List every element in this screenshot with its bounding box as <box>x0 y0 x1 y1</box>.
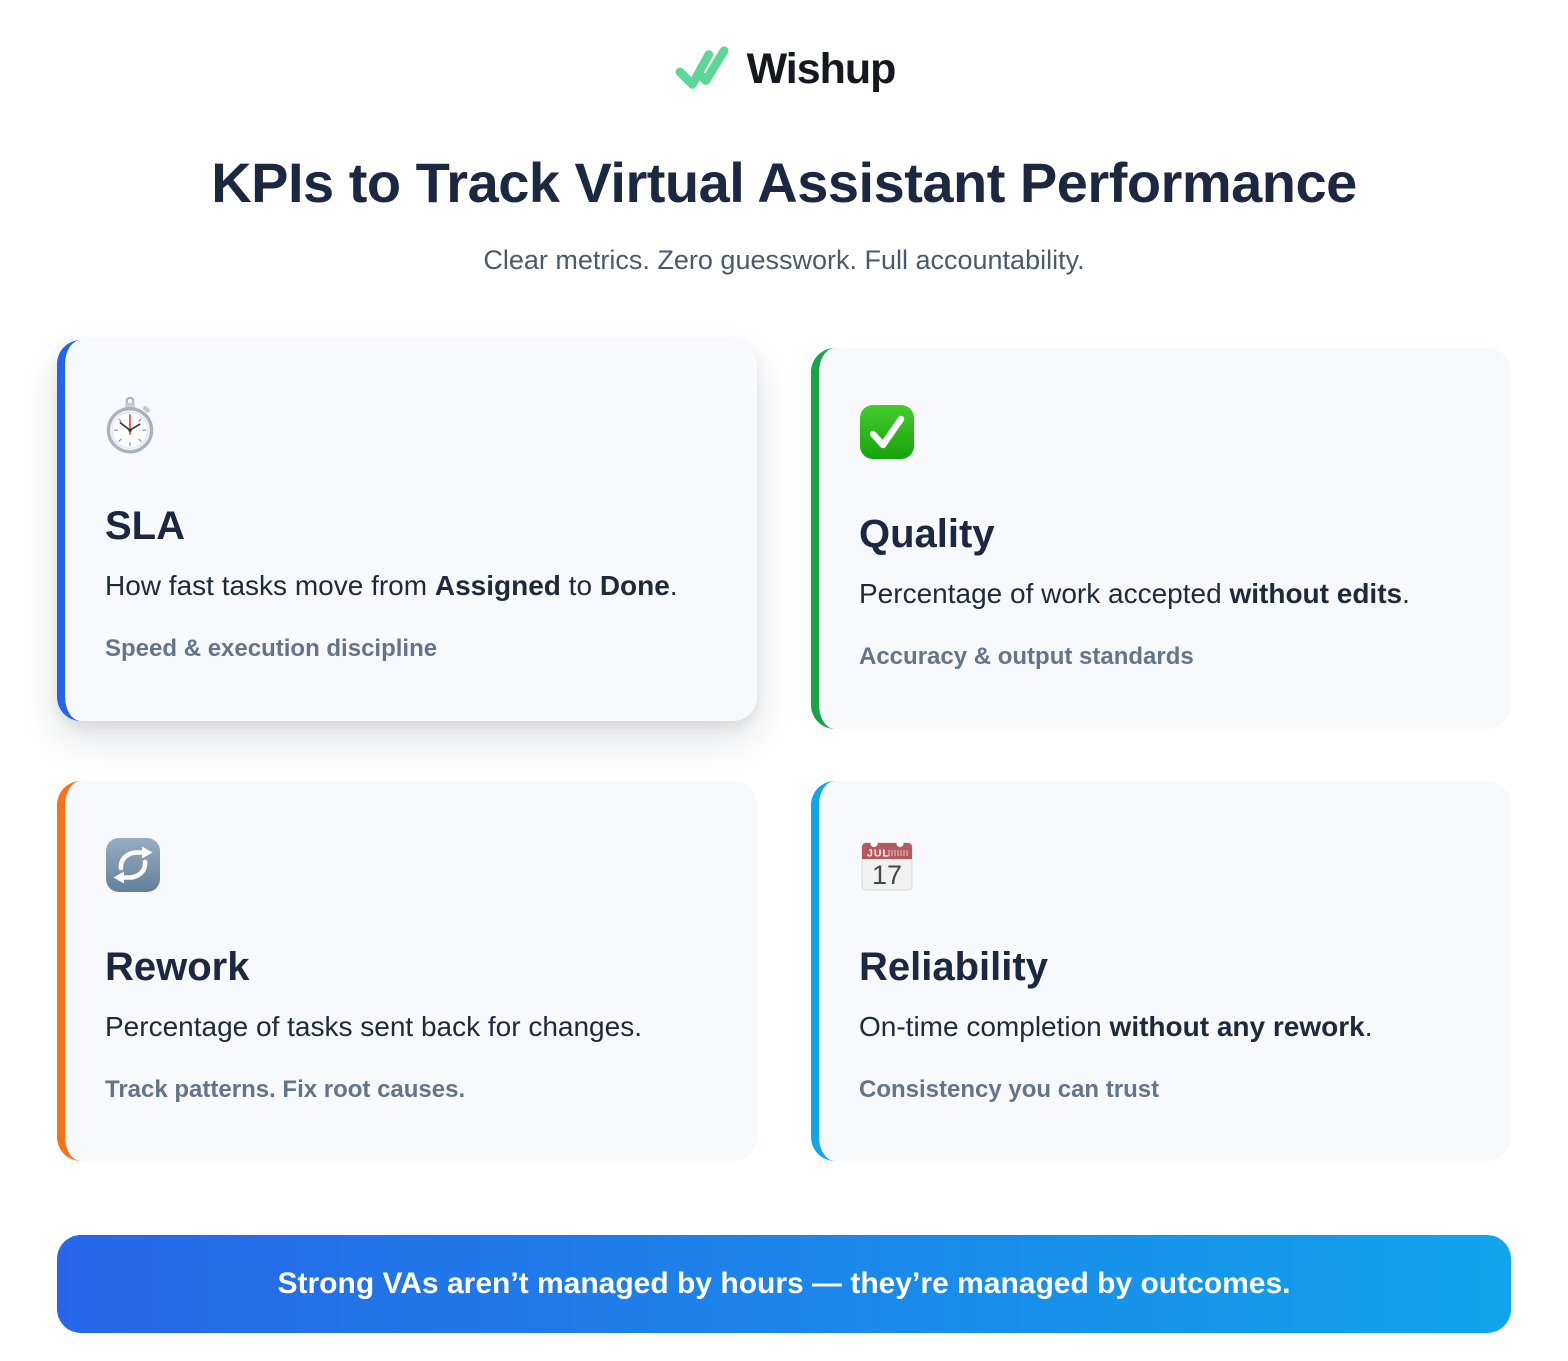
card-description: How fast tasks move from Assigned to Don… <box>105 570 678 601</box>
svg-text:17: 17 <box>872 860 902 890</box>
page-title: KPIs to Track Virtual Assistant Performa… <box>211 151 1357 214</box>
banner-text: Strong VAs aren’t managed by hours — the… <box>277 1267 1291 1301</box>
brand-logo: Wishup <box>0 40 1568 98</box>
card-title: Quality <box>859 512 995 556</box>
card-title: Rework <box>105 944 250 989</box>
kpi-card-grid: SLA How fast tasks move from Assigned to… <box>57 340 1511 1162</box>
card-description: On-time completion without any rework. <box>859 1010 1373 1042</box>
svg-text:JUL: JUL <box>867 847 890 859</box>
page-subtitle: Clear metrics. Zero guesswork. Full acco… <box>483 245 1085 275</box>
card-title: Reliability <box>859 944 1048 989</box>
card-footnote: Speed & execution discipline <box>105 635 438 663</box>
brand-name: Wishup <box>746 44 897 93</box>
check-mark-icon <box>859 404 1463 462</box>
outcomes-banner: Strong VAs aren’t managed by hours — the… <box>57 1235 1511 1334</box>
kpi-card-quality: Quality Percentage of work accepted with… <box>811 348 1511 729</box>
card-footnote: Consistency you can trust <box>859 1075 1160 1103</box>
wishup-logo-icon <box>675 46 729 89</box>
calendar-icon: JUL 17 <box>859 837 1463 895</box>
repeat-icon <box>105 837 709 895</box>
kpi-card-rework: Rework Percentage of tasks sent back for… <box>57 780 757 1162</box>
card-footnote: Track patterns. Fix root causes. <box>105 1075 466 1103</box>
card-footnote: Accuracy & output standards <box>859 643 1194 671</box>
stopwatch-icon <box>105 396 709 454</box>
kpi-card-reliability: JUL 17 Reliability On-time completion wi… <box>811 780 1511 1162</box>
kpi-card-sla: SLA How fast tasks move from Assigned to… <box>57 340 757 721</box>
card-description: Percentage of work accepted without edit… <box>859 578 1410 609</box>
card-description: Percentage of tasks sent back for change… <box>105 1010 642 1042</box>
card-title: SLA <box>105 504 185 548</box>
